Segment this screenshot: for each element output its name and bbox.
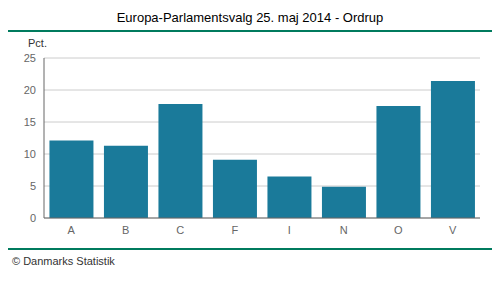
svg-text:5: 5 — [30, 180, 36, 192]
svg-text:F: F — [231, 224, 238, 236]
svg-text:C: C — [176, 224, 184, 236]
svg-text:B: B — [122, 224, 129, 236]
html-text:Europa-Parlamentsvalg 25. maj: Europa-Parlamentsvalg 25. maj 2014 - Ord… — [116, 10, 384, 25]
svg-text:V: V — [449, 224, 457, 236]
svg-text:0: 0 — [30, 212, 36, 224]
svg-text:I: I — [288, 224, 291, 236]
html-text:© Danmarks Statistik: © Danmarks Statistik — [12, 255, 115, 267]
svg-text:20: 20 — [24, 84, 36, 96]
svg-text:10: 10 — [24, 148, 36, 160]
svg-text:25: 25 — [24, 52, 36, 64]
html-text:Pct.: Pct. — [28, 37, 47, 49]
svg-text:15: 15 — [24, 116, 36, 128]
svg-text:O: O — [394, 224, 403, 236]
svg-text:N: N — [340, 224, 348, 236]
svg-text:A: A — [68, 224, 76, 236]
